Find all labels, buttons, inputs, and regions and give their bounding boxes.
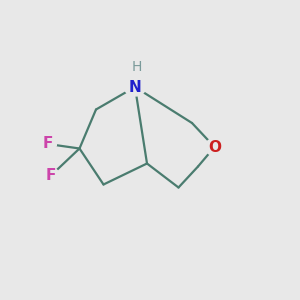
Text: F: F xyxy=(43,136,53,152)
Ellipse shape xyxy=(124,78,146,96)
Text: H: H xyxy=(131,60,142,74)
Text: F: F xyxy=(46,168,56,183)
Ellipse shape xyxy=(205,139,224,155)
Ellipse shape xyxy=(43,168,59,183)
Ellipse shape xyxy=(40,136,56,152)
Text: O: O xyxy=(208,140,221,154)
Text: N: N xyxy=(129,80,141,94)
